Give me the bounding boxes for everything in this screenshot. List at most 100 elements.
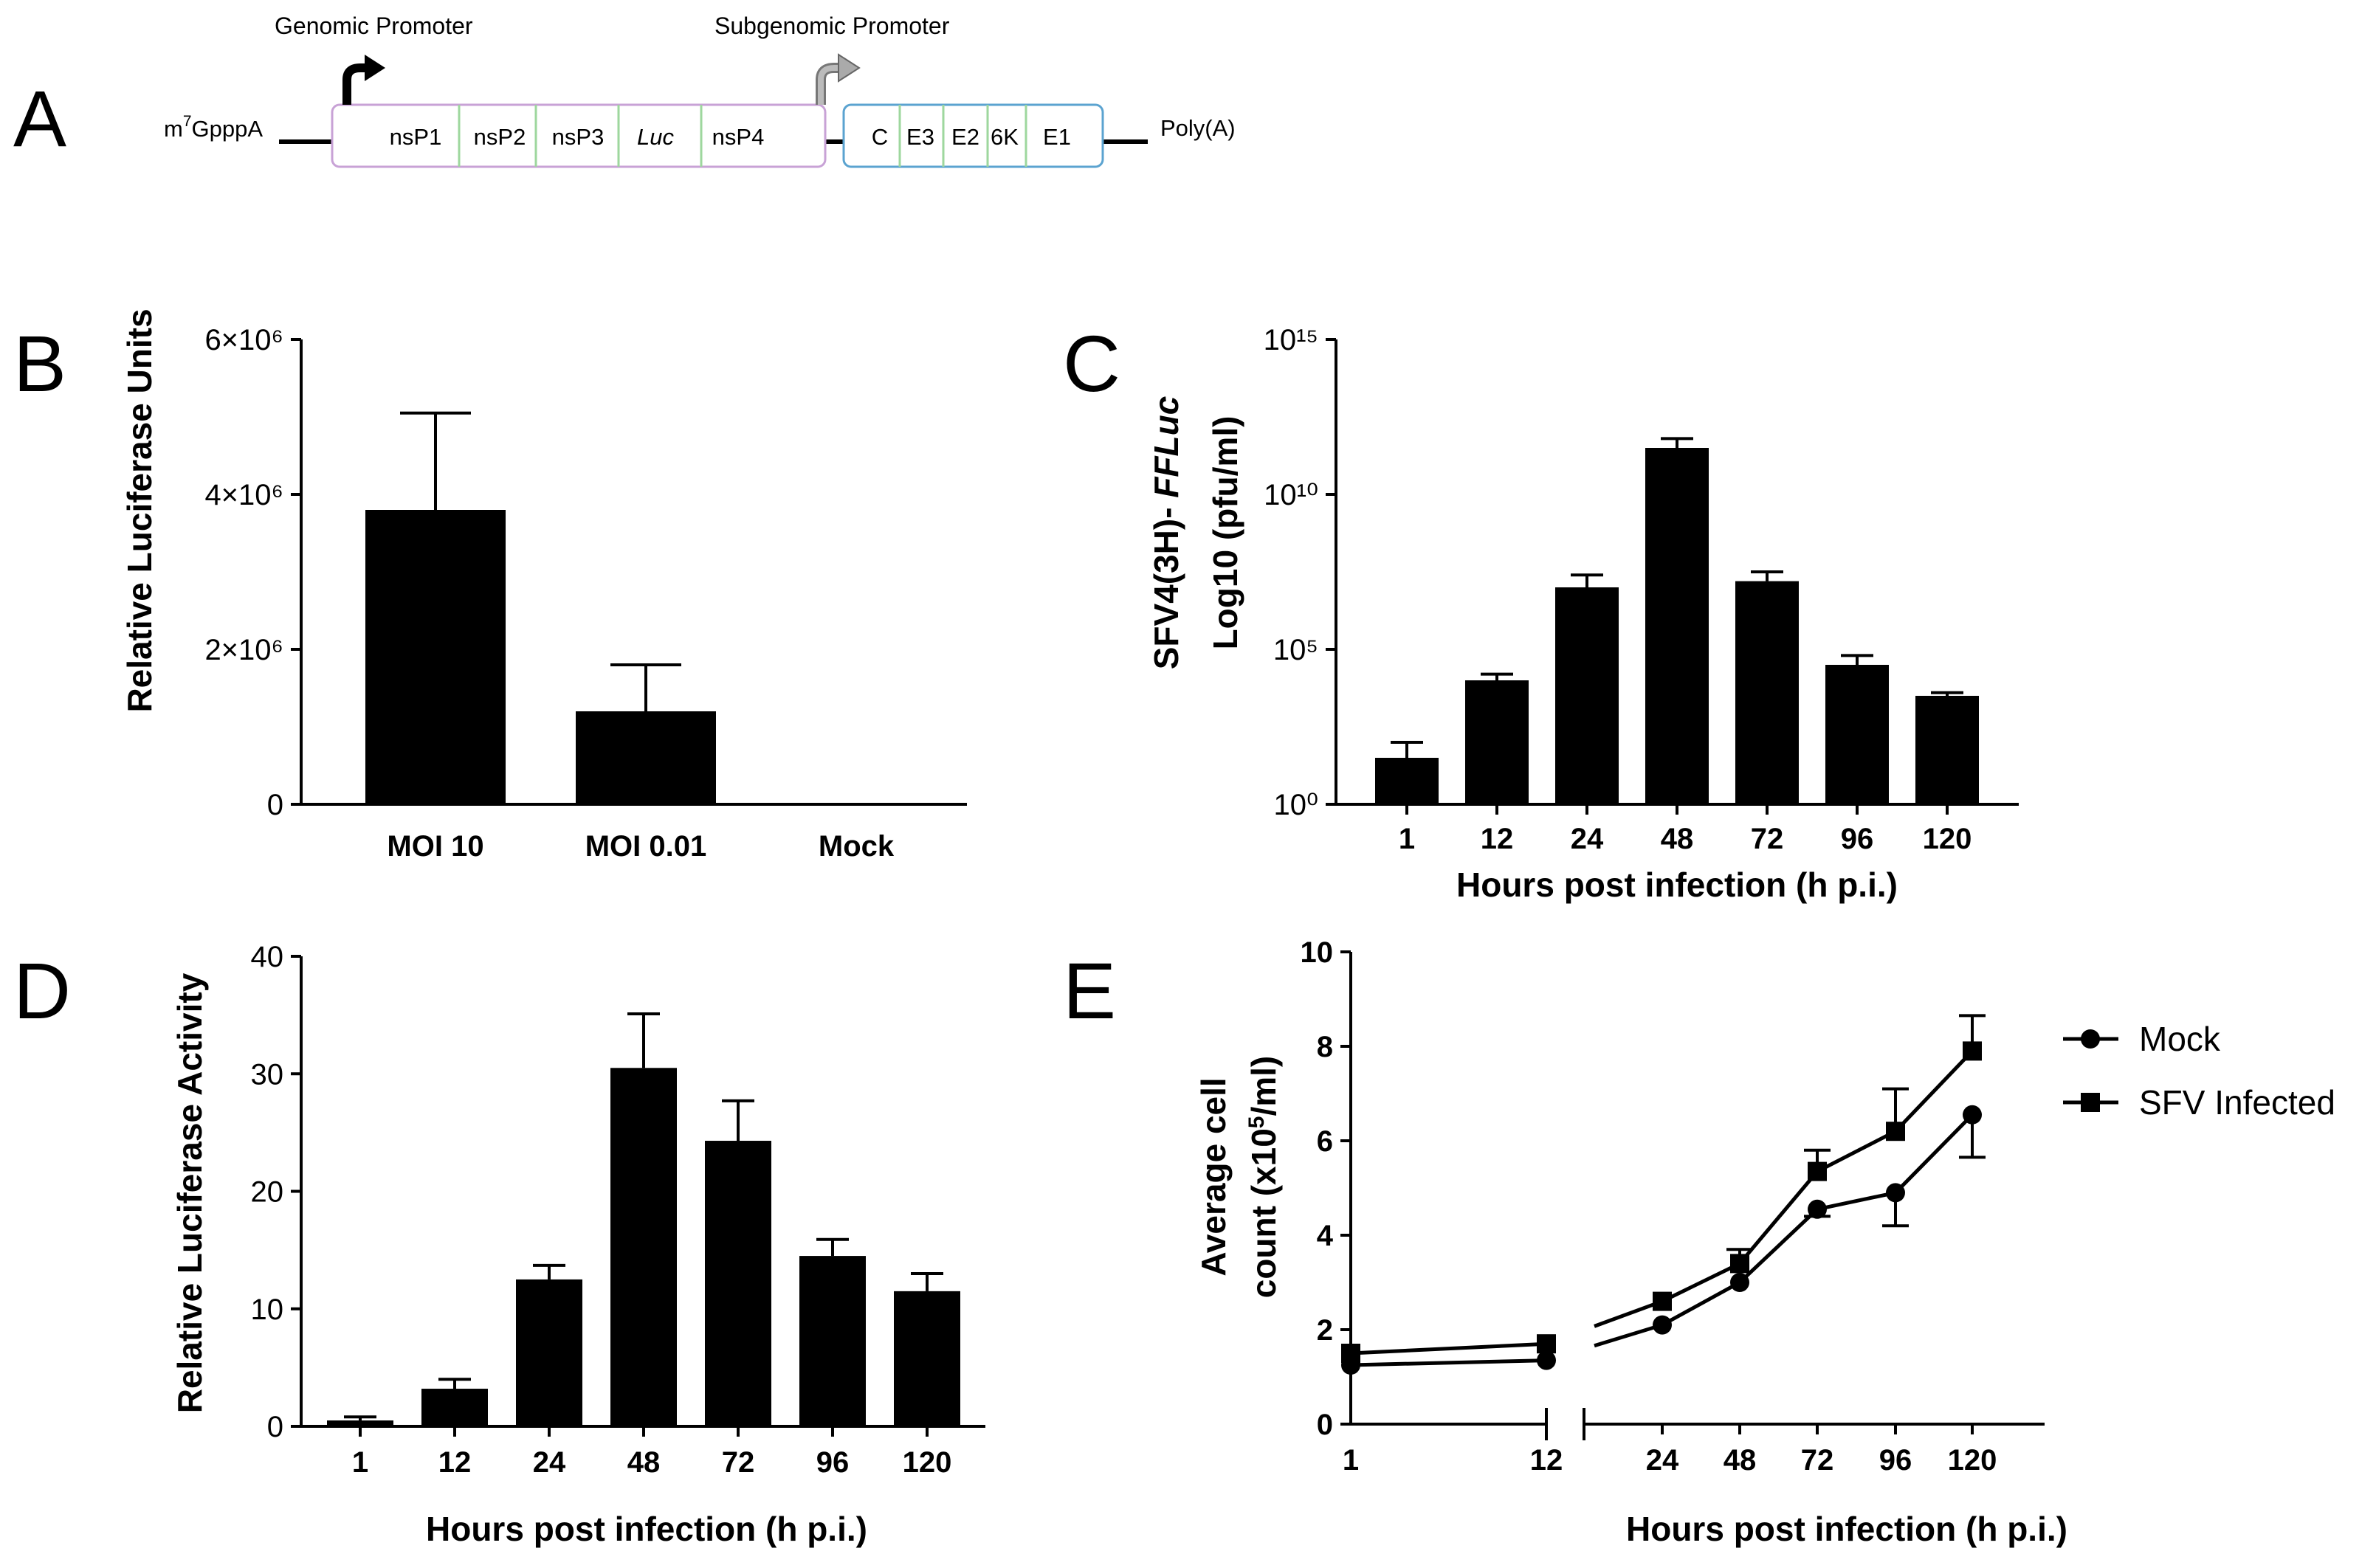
panel-b-ytick-label: 6×10⁶ <box>204 324 283 356</box>
series-mock-point <box>1963 1105 1982 1125</box>
series-sfv-point <box>1730 1254 1749 1274</box>
legend-sfv-label: SFV Infected <box>2139 1083 2335 1122</box>
panel-c-ylabel-line1: SFV4(3H)- FFLuc <box>1147 396 1185 670</box>
panel-e-ytick-label: 4 <box>1317 1220 1334 1252</box>
panel-d-ylabel: Relative Luciferase Activity <box>171 973 209 1413</box>
gene-e2: E2 <box>951 124 979 150</box>
series-mock-line-right <box>1594 1113 1974 1348</box>
cap-label: m7GpppA <box>164 113 263 142</box>
panel-d-xtick-label: 48 <box>627 1446 661 1479</box>
panel-b-ylabel: Relative Luciferase Units <box>120 308 159 712</box>
panel-e-xtick-label: 48 <box>1724 1444 1757 1477</box>
panel-b-ytick-label: 4×10⁶ <box>204 479 283 511</box>
panel-d-bar <box>799 1256 866 1426</box>
panel-c-bar <box>1555 587 1619 804</box>
panel-c-bar <box>1735 581 1799 804</box>
panel-d: D Relative Luciferase Activity 0 10 20 30 40… <box>13 941 985 1548</box>
panel-d-ytick-label: 40 <box>251 941 284 973</box>
panel-d-bar <box>516 1279 582 1426</box>
series-sfv-point <box>1963 1041 1982 1061</box>
panel-e-xlabel: Hours post infection (h p.i.) <box>1626 1510 2067 1548</box>
panel-c-ylabel-line2: Log10 (pfu/ml) <box>1206 416 1244 650</box>
panel-c-plot: 10⁰ 10⁵ 10¹⁰ 10¹⁵ 1 12 24 48 72 96 120 <box>1264 324 1979 855</box>
panel-c-bar <box>1375 758 1439 804</box>
panel-c-bar <box>1465 680 1529 804</box>
panel-e-xtick-label: 1 <box>1343 1444 1359 1477</box>
panel-d-xtick-label: 120 <box>903 1446 952 1479</box>
panel-b-ytick-label: 2×10⁶ <box>204 634 283 666</box>
panel-c-ytick-label: 10⁰ <box>1273 789 1318 821</box>
panel-d-xtick-label: 96 <box>816 1446 850 1479</box>
series-sfv-line-left <box>1350 1341 1547 1355</box>
panel-c: C SFV4(3H)- FFLuc Log10 (pfu/ml) 10⁰ 10⁵ 1… <box>1063 319 2019 904</box>
structural-dividers <box>898 105 1027 167</box>
panel-b-ytick-label: 0 <box>267 789 283 821</box>
polya-label: Poly(A) <box>1160 115 1236 141</box>
panel-d-xtick-label: 24 <box>533 1446 566 1479</box>
panel-e-ytick-label: 2 <box>1317 1314 1333 1347</box>
panel-letter-d: D <box>13 946 71 1035</box>
series-mock-point <box>1653 1315 1672 1335</box>
panel-c-ytick-label: 10¹⁵ <box>1264 324 1318 356</box>
panel-e-ytick-label: 0 <box>1317 1409 1333 1441</box>
panel-d-ytick-label: 20 <box>251 1176 284 1209</box>
panel-d-bar <box>327 1420 393 1426</box>
panel-c-xtick-label: 120 <box>1923 823 1972 855</box>
gene-luc: Luc <box>637 124 674 150</box>
panel-c-ytick-label: 10⁵ <box>1273 634 1318 666</box>
panel-b-bar <box>576 711 716 804</box>
panel-e-ylabel-line2: count (x105/ml) <box>1244 1056 1283 1299</box>
panel-d-xtick-label: 1 <box>352 1446 368 1479</box>
legend-sfv-marker <box>2081 1093 2100 1112</box>
nonstructural-genes: nsP1 nsP2 nsP3 Luc nsP4 <box>390 124 765 150</box>
panel-d-ytick-label: 30 <box>251 1058 284 1091</box>
series-mock-line-left <box>1350 1358 1547 1367</box>
panel-b-plot: 0 2×10⁶ 4×10⁶ 6×10⁶ MOI 10 MOI 0.01 Mock <box>204 324 894 863</box>
panel-c-xtick-label: 96 <box>1841 823 1874 855</box>
panel-c-xlabel: Hours post infection (h p.i.) <box>1456 866 1898 904</box>
series-sfv-point <box>1886 1122 1905 1142</box>
series-mock-point <box>1808 1199 1827 1219</box>
panel-letter-a: A <box>13 74 66 163</box>
gene-nsp2: nsP2 <box>474 124 526 150</box>
panel-c-bar <box>1645 448 1709 804</box>
panel-e-xtick-label: 120 <box>1948 1444 1997 1477</box>
panel-d-xtick-label: 12 <box>438 1446 472 1479</box>
series-sfv-point <box>1808 1161 1827 1181</box>
panel-c-xtick-label: 1 <box>1399 823 1415 855</box>
panel-e-xtick-label: 12 <box>1530 1444 1563 1477</box>
panel-d-bar <box>421 1389 488 1426</box>
series-sfv-point <box>1537 1334 1556 1354</box>
panel-d-bar <box>610 1068 677 1426</box>
gene-nsp3: nsP3 <box>552 124 605 150</box>
subgenomic-promoter-arrow-icon <box>818 65 840 105</box>
panel-d-ytick-label: 10 <box>251 1294 284 1326</box>
gene-nsp1: nsP1 <box>390 124 442 150</box>
panel-e-xtick-label: 96 <box>1879 1444 1912 1477</box>
panel-d-xtick-label: 72 <box>722 1446 755 1479</box>
panel-d-ytick-label: 0 <box>267 1411 283 1443</box>
panel-a: A m7GpppA nsP1 nsP2 nsP3 Luc nsP4 C E3 E… <box>13 13 1236 168</box>
series-mock-point <box>1886 1183 1905 1203</box>
nonstructural-dividers <box>458 105 703 167</box>
series-mock-point <box>1730 1273 1749 1292</box>
panel-e-ylabel-line1: Average cell <box>1194 1077 1233 1276</box>
gene-c: C <box>872 124 888 150</box>
panel-c-ytick-label: 10¹⁰ <box>1264 479 1318 511</box>
panel-b: B Relative Luciferase Units 0 2×10⁶ 4×10⁶ 6… <box>13 308 967 863</box>
genomic-promoter-arrowhead-icon <box>365 55 385 81</box>
panel-letter-c: C <box>1063 319 1120 408</box>
subgenomic-promoter-arrowhead-icon <box>838 53 861 83</box>
panel-letter-e: E <box>1063 946 1116 1035</box>
panel-e-legend: Mock SFV Infected <box>2063 1020 2335 1122</box>
panel-e-xtick-label: 24 <box>1646 1444 1679 1477</box>
panel-e-ytick-label: 8 <box>1317 1031 1333 1063</box>
panel-b-xtick-label: MOI 10 <box>387 830 483 863</box>
legend-mock-marker <box>2081 1029 2100 1049</box>
panel-c-xtick-label: 24 <box>1571 823 1604 855</box>
series-sfv-point <box>1341 1344 1360 1363</box>
panel-b-bar <box>365 510 506 804</box>
panel-c-xtick-label: 48 <box>1661 823 1694 855</box>
